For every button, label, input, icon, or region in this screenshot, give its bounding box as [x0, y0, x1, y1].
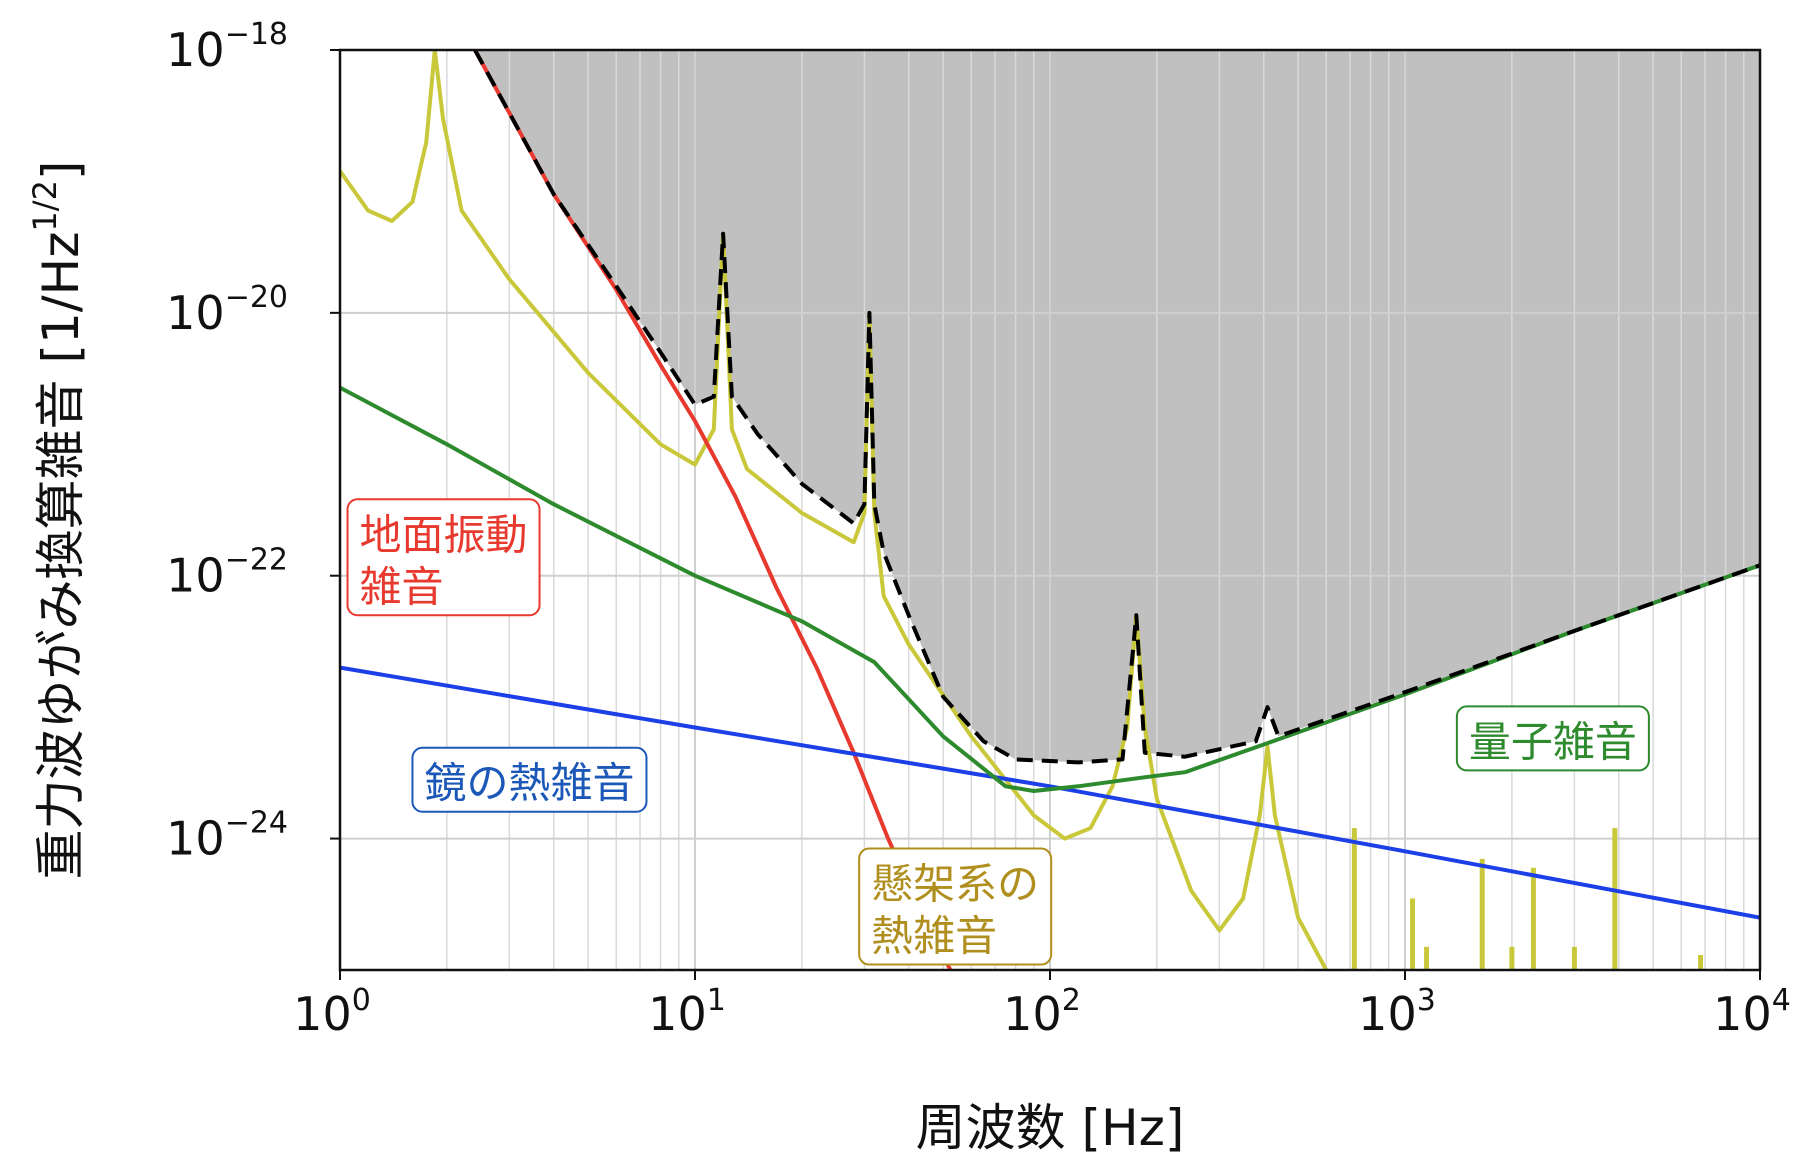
x-tick-exponent: 2: [1062, 983, 1081, 1018]
x-tick-base: 10: [1713, 987, 1772, 1041]
annotation-box-seismic: [346, 498, 541, 617]
excluded-region-fill: [475, 50, 1760, 763]
y-axis-title-exponent: 1/2: [26, 180, 64, 232]
x-tick-exponent: 4: [1772, 983, 1791, 1018]
series-line-quantum: [340, 385, 1760, 793]
x-tick-base: 10: [1358, 987, 1417, 1041]
y-tick-base: 10: [166, 23, 225, 77]
y-tick-exponent: −20: [225, 280, 288, 315]
annotation-label-suspension_thermal: 熱雑音: [871, 912, 997, 961]
y-axis-title-tail: ]: [32, 161, 90, 181]
excluded-region: [475, 50, 1760, 763]
x-tick-base: 10: [648, 987, 707, 1041]
y-tick-label: 10−20: [166, 280, 288, 340]
y-tick-label: 10−24: [166, 806, 288, 866]
y-tick-base: 10: [166, 549, 225, 603]
annotation-box-quantum: [1455, 705, 1650, 772]
annotation-label-mirror_thermal: 鏡の熱雑音: [424, 759, 634, 808]
y-tick-exponent: −24: [225, 806, 288, 841]
y-tick-base: 10: [166, 286, 225, 340]
y-tick-base: 10: [166, 812, 225, 866]
x-tick-label: 100: [293, 983, 371, 1041]
y-axis-title: 重力波ゆがみ換算雑音 [1/Hz1/2]: [26, 161, 90, 880]
x-tick-base: 10: [1003, 987, 1062, 1041]
y-tick-exponent: −18: [225, 17, 288, 52]
x-tick-label: 101: [648, 983, 726, 1041]
annotation-label-seismic: 雑音: [360, 562, 444, 611]
y-tick-label: 10−22: [166, 543, 288, 603]
x-axis-title: 周波数 [Hz]: [916, 1099, 1185, 1157]
x-tick-label: 102: [1003, 983, 1081, 1041]
series-line-mirror_thermal: [340, 665, 1760, 920]
x-tick-label: 103: [1358, 983, 1436, 1041]
x-tick-exponent: 0: [352, 983, 371, 1018]
annotation-label-suspension_thermal: 懸架系の: [871, 860, 1039, 909]
x-tick-exponent: 3: [1417, 983, 1436, 1018]
series-line-total: [473, 50, 1760, 765]
annotation-box-suspension_thermal: [858, 847, 1053, 966]
annotation-label-seismic: 地面振動: [360, 510, 528, 559]
y-tick-exponent: −22: [225, 543, 288, 578]
y-axis-title-main: 重力波ゆがみ換算雑音 [1/Hz: [32, 232, 90, 880]
y-tick-label: 10−18: [166, 17, 288, 77]
x-tick-exponent: 1: [707, 983, 726, 1018]
annotation-label-quantum: 量子雑音: [1469, 717, 1637, 766]
x-tick-base: 10: [293, 987, 352, 1041]
x-tick-label: 104: [1713, 983, 1791, 1041]
annotation-box-mirror_thermal: [411, 746, 648, 813]
series-layer: [340, 50, 1760, 970]
